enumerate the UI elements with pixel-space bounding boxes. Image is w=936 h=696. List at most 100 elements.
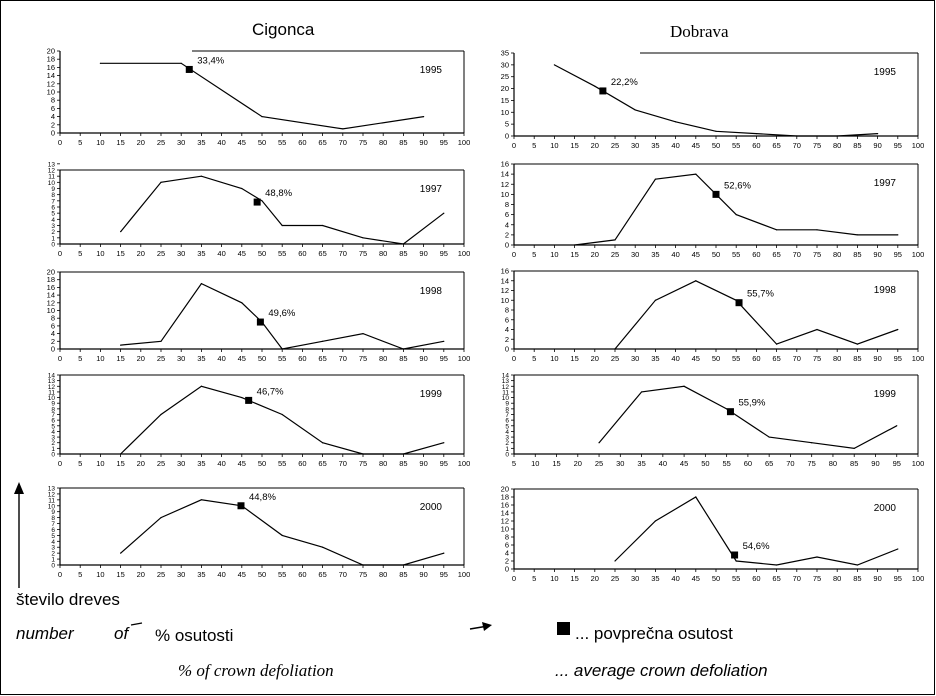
series-line: [554, 64, 878, 137]
x-tick-label: 60: [752, 354, 760, 363]
data-point: [120, 552, 122, 554]
y-tick-label: 3: [51, 435, 55, 442]
x-tick-label: 40: [217, 459, 225, 468]
y-tick-label: 5: [51, 211, 55, 218]
average-label: 48,8%: [265, 188, 292, 199]
data-point: [402, 453, 404, 455]
y-tick-label: 4: [505, 429, 509, 436]
data-point: [402, 564, 404, 566]
x-tick-label: 5: [532, 574, 536, 583]
data-point: [200, 385, 202, 387]
data-point: [261, 200, 263, 202]
y-tick-label: 10: [48, 503, 56, 510]
y-tick-label: 7: [51, 412, 55, 419]
x-tick-label: 10: [96, 354, 104, 363]
average-label: 55,9%: [738, 398, 765, 409]
x-tick-label: 90: [419, 459, 427, 468]
x-tick-label: 45: [238, 354, 246, 363]
data-point: [614, 348, 616, 350]
x-tick-label: 5: [78, 570, 82, 579]
y-tick-label: 0: [51, 129, 55, 138]
series-line: [614, 496, 899, 566]
x-tick-label: 10: [550, 141, 558, 150]
y-tick-label: 5: [505, 120, 509, 129]
data-point: [735, 560, 737, 562]
x-tick-label: 90: [873, 354, 881, 363]
x-tick-label: 70: [793, 574, 801, 583]
x-tick-label: 50: [258, 459, 266, 468]
y-tick-label: 8: [51, 96, 55, 105]
y-tick-label: 0: [51, 452, 55, 459]
x-tick-label: 65: [772, 574, 780, 583]
x-tick-label: 30: [177, 570, 185, 579]
x-tick-label: 10: [96, 570, 104, 579]
data-point: [897, 548, 899, 550]
x-tick-label: 60: [298, 354, 306, 363]
x-tick-label: 55: [732, 250, 740, 259]
x-axis-arrow-icon: [469, 622, 492, 631]
x-tick-label: 80: [833, 354, 841, 363]
x-tick-label: 0: [58, 354, 62, 363]
x-tick-label: 45: [692, 574, 700, 583]
x-tick-label: 85: [399, 138, 407, 147]
y-tick-label: 10: [48, 180, 56, 187]
data-point: [816, 556, 818, 558]
data-point: [598, 442, 600, 444]
y-tick-label: 8: [505, 533, 509, 542]
average-marker: [256, 318, 264, 326]
x-tick-label: 100: [458, 249, 471, 258]
data-point: [856, 234, 859, 236]
x-tick-label: 75: [359, 459, 367, 468]
x-tick-label: 0: [58, 138, 62, 147]
data-point: [735, 214, 737, 216]
x-tick-label: 85: [853, 250, 861, 259]
y-tick-label: 4: [51, 112, 55, 121]
x-tick-label: 80: [379, 459, 387, 468]
x-tick-label: 80: [379, 354, 387, 363]
x-tick-label: 15: [570, 354, 578, 363]
x-tick-label: 50: [712, 354, 720, 363]
y-tick-label: 7: [51, 198, 55, 205]
x-tick-label: 95: [440, 570, 448, 579]
average-label: 52,6%: [724, 180, 751, 191]
x-tick-label: 100: [458, 459, 471, 468]
y-tick-label: 8: [51, 192, 55, 199]
data-point: [877, 133, 879, 135]
x-tick-label: 65: [318, 459, 326, 468]
year-label: 1999: [420, 389, 443, 400]
data-point: [443, 442, 445, 444]
x-tick-label: 85: [850, 459, 858, 468]
x-tick-label: 20: [591, 141, 599, 150]
average-marker: [245, 396, 253, 404]
data-point: [574, 244, 576, 246]
y-tick-label: 18: [47, 55, 55, 64]
x-tick-label: 5: [532, 141, 536, 150]
data-point: [99, 62, 101, 64]
year-label: 2000: [420, 502, 443, 513]
x-tick-label: 45: [238, 570, 246, 579]
data-point: [726, 408, 728, 410]
x-tick-label: 10: [96, 459, 104, 468]
y-tick-label: 15: [501, 96, 509, 105]
y-tick-label: 0: [505, 452, 509, 459]
y-tick-label: 6: [51, 418, 55, 425]
data-point: [200, 282, 202, 285]
x-tick-label: 75: [359, 249, 367, 258]
x-tick-label: 25: [611, 574, 619, 583]
y-tick-label: 2: [51, 440, 55, 447]
y-tick-label: 3: [505, 435, 509, 442]
x-tick-label: 80: [829, 459, 837, 468]
y-axis-label-sl: število dreves: [16, 590, 120, 609]
y-tick-label: 16: [47, 283, 55, 292]
y-tick-label: 10: [501, 190, 509, 199]
average-marker: [735, 299, 743, 307]
x-tick-label: 15: [116, 570, 124, 579]
y-tick-label: 6: [51, 205, 55, 212]
data-point: [241, 187, 243, 190]
y-tick-label: 8: [505, 406, 509, 413]
x-tick-label: 100: [458, 354, 471, 363]
x-tick-label: 5: [78, 138, 82, 147]
